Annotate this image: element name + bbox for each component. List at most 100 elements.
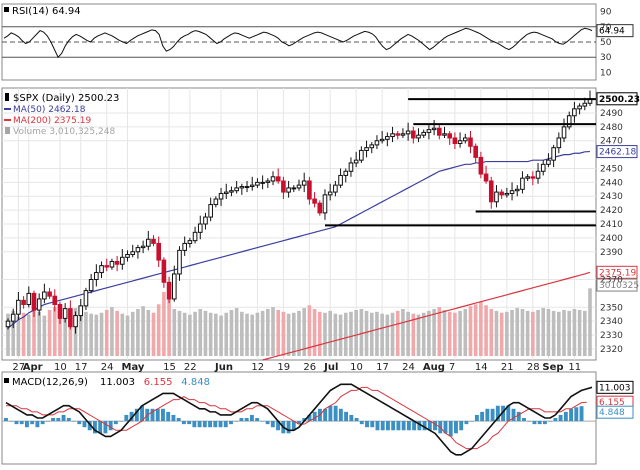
rsi-tick-label: 10 bbox=[600, 68, 612, 78]
volume-bar bbox=[141, 306, 145, 356]
macd-histogram-bar bbox=[82, 421, 87, 428]
price-tick-label: 2370 bbox=[600, 276, 623, 286]
volume-bar bbox=[447, 311, 452, 356]
volume-bar bbox=[525, 310, 530, 356]
volume-bar bbox=[266, 309, 270, 356]
macd-histogram-bar bbox=[270, 421, 275, 428]
candle-body bbox=[125, 254, 130, 258]
macd-histogram-bar bbox=[312, 411, 317, 422]
candle-body bbox=[244, 186, 250, 189]
macd-histogram-bar bbox=[506, 405, 511, 422]
macd-histogram-bar bbox=[103, 421, 108, 434]
macd-histogram-bar bbox=[569, 408, 574, 422]
macd-histogram-bar bbox=[406, 421, 411, 431]
macd-histogram-bar bbox=[365, 421, 369, 428]
volume-bar bbox=[323, 312, 327, 356]
macd-histogram-bar bbox=[255, 418, 260, 422]
macd-histogram-bar bbox=[490, 408, 495, 422]
macd-histogram-bar bbox=[218, 421, 223, 428]
price-tick-label: 2440 bbox=[600, 178, 623, 188]
macd-histogram-bar bbox=[187, 421, 192, 425]
candle-body bbox=[146, 238, 151, 247]
volume-bar bbox=[333, 313, 338, 356]
macd-histogram-bar bbox=[171, 414, 176, 422]
candle-body bbox=[327, 191, 333, 196]
macd-histogram-bar bbox=[417, 421, 422, 431]
candle-body bbox=[104, 265, 110, 268]
candle-body bbox=[364, 147, 369, 151]
macd-histogram-bar bbox=[344, 411, 349, 422]
macd-histogram-bar bbox=[19, 421, 24, 425]
candle-body bbox=[255, 181, 260, 186]
bar-icon bbox=[5, 127, 10, 134]
candle-body bbox=[171, 273, 177, 300]
macd-histogram-bar bbox=[30, 421, 35, 425]
candle-body bbox=[68, 308, 73, 328]
volume-bar bbox=[286, 313, 291, 356]
macd-histogram-bar bbox=[522, 418, 526, 422]
volume-bar bbox=[172, 309, 177, 356]
candle-body bbox=[234, 187, 239, 192]
volume-bar bbox=[349, 311, 353, 356]
price-tick-label: 2450 bbox=[600, 164, 623, 174]
price-tick-label: 2410 bbox=[600, 220, 623, 230]
macd-histogram-bar bbox=[485, 408, 490, 422]
candle-body bbox=[390, 133, 395, 138]
macd-histogram-bar bbox=[433, 421, 437, 431]
volume-bar bbox=[406, 311, 410, 356]
candle-body bbox=[249, 184, 255, 188]
candle-body bbox=[478, 156, 484, 175]
macd-histogram-bar bbox=[537, 421, 542, 425]
volume-bar bbox=[240, 311, 244, 356]
macd-histogram-bar bbox=[333, 405, 338, 422]
volume-bar bbox=[473, 304, 478, 356]
candle-body bbox=[78, 305, 84, 317]
volume-bar bbox=[245, 313, 249, 356]
x-axis-label: Jun bbox=[214, 362, 233, 373]
macd-histogram-bar bbox=[9, 421, 14, 422]
x-axis-label: Jul bbox=[323, 362, 338, 373]
volume-bar bbox=[364, 310, 369, 356]
candle-body bbox=[301, 180, 307, 186]
candle-body bbox=[509, 190, 515, 194]
macd-histogram-bar bbox=[229, 421, 233, 425]
candle-body bbox=[296, 184, 302, 189]
macd-histogram-bar bbox=[276, 421, 281, 431]
macd-histogram-bar bbox=[501, 405, 505, 422]
price-legend-entry: MA(200) 2375.19 bbox=[13, 116, 91, 126]
candle-body bbox=[520, 177, 525, 190]
macd-histogram-bar bbox=[77, 421, 82, 425]
candle-body bbox=[36, 298, 42, 311]
candle-body bbox=[26, 292, 32, 305]
candle-body bbox=[291, 187, 297, 190]
volume-bar bbox=[130, 311, 135, 356]
candle-body bbox=[411, 130, 416, 139]
macd-histogram-bar bbox=[66, 418, 71, 422]
candle-body bbox=[47, 291, 52, 297]
x-axis-label: 7 bbox=[449, 362, 455, 373]
candle-body bbox=[447, 133, 452, 139]
candle-body bbox=[457, 140, 463, 145]
candle-body bbox=[317, 202, 323, 214]
macd-line bbox=[5, 383, 593, 456]
macd-value-tag-label: 11.003 bbox=[599, 383, 631, 393]
volume-bar bbox=[11, 310, 15, 356]
volume-bar bbox=[432, 309, 436, 356]
volume-bar bbox=[437, 307, 442, 356]
price-tick-label: 2490 bbox=[600, 109, 623, 119]
volume-bar bbox=[411, 313, 416, 356]
candle-body bbox=[161, 259, 167, 283]
candle-body bbox=[462, 137, 468, 142]
candle-body bbox=[582, 102, 588, 107]
macd-histogram-bar bbox=[197, 421, 202, 428]
macd-histogram-bar bbox=[155, 408, 160, 422]
volume-bar bbox=[458, 310, 462, 356]
price-tick-label: 2350 bbox=[600, 303, 623, 313]
candle-body bbox=[83, 290, 89, 307]
candle-body bbox=[140, 245, 146, 249]
candle-body bbox=[182, 242, 187, 251]
macd-histogram-bar bbox=[140, 405, 144, 422]
candle-body bbox=[546, 159, 551, 165]
macd-histogram-bar bbox=[454, 421, 458, 434]
